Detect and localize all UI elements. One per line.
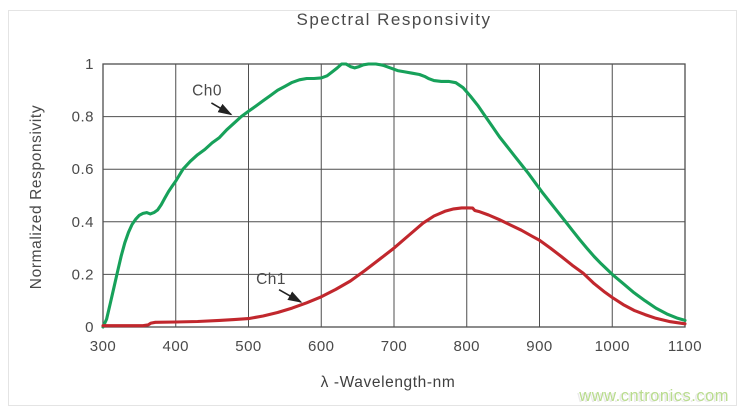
plot-border <box>102 63 686 328</box>
y-tick-label: 0 <box>85 319 94 336</box>
x-tick-label: 1000 <box>595 338 630 355</box>
y-tick-label: 1 <box>85 56 94 73</box>
annotation-label-ch1: Ch1 <box>256 271 286 288</box>
watermark: www.cntronics.com <box>579 387 729 405</box>
x-tick-label: 1100 <box>668 338 702 355</box>
annotation-arrow-ch0 <box>210 102 233 116</box>
y-tick-label: 0.2 <box>72 266 94 283</box>
x-tick-label: 900 <box>526 338 553 355</box>
y-tick-label: 0.4 <box>72 214 94 231</box>
x-tick-label: 600 <box>308 338 335 355</box>
annotation-arrow-ch1 <box>278 288 303 303</box>
series-curve-ch0 <box>101 62 687 329</box>
x-tick-label: 500 <box>235 338 262 355</box>
x-tick-label: 400 <box>162 338 189 355</box>
chart-title: Spectral Responsivity <box>296 10 492 29</box>
chart-frame-border <box>8 10 737 406</box>
x-axis-label: λ -Wavelength-nm <box>320 374 456 391</box>
annotation-label-ch0: Ch0 <box>192 82 222 99</box>
x-tick-label: 300 <box>90 338 117 355</box>
y-tick-label: 0.6 <box>72 161 94 178</box>
x-tick-label: 800 <box>453 338 480 355</box>
y-tick-label: 0.8 <box>72 109 94 126</box>
series-curve-ch1 <box>101 206 687 328</box>
x-tick-label: 700 <box>381 338 408 355</box>
